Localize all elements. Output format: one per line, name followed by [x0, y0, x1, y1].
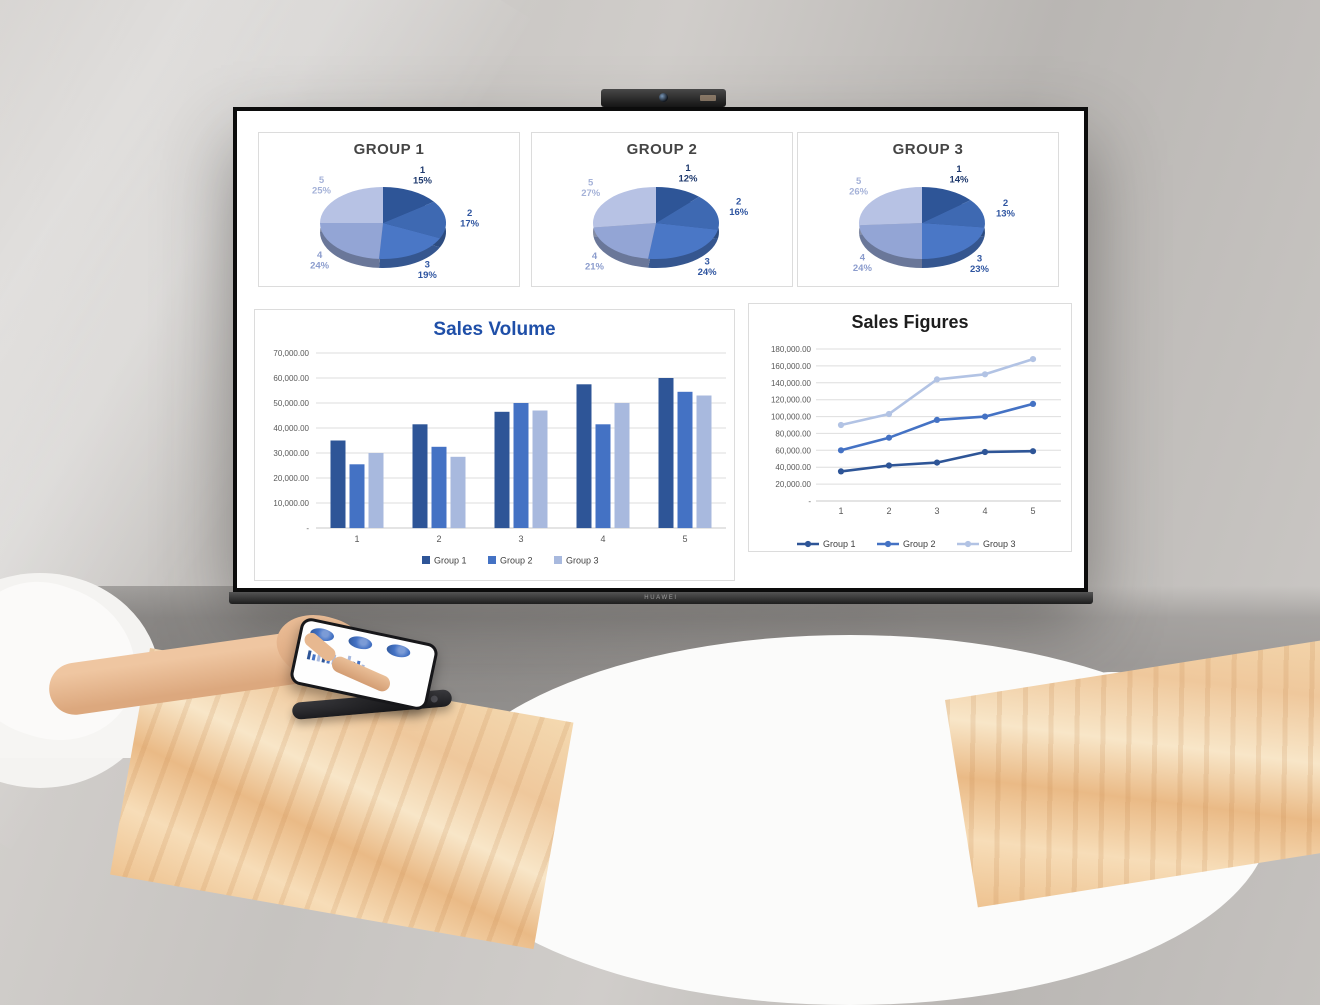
svg-text:527%: 5 27%: [581, 177, 601, 199]
svg-text:324%: 3 24%: [698, 257, 718, 279]
svg-text:2: 2: [436, 534, 441, 544]
svg-text:4: 4: [600, 534, 605, 544]
remote-button: [430, 695, 439, 703]
line-chart-panel-sales-figures: Sales Figures 180,000.00 160,000.00 140,00…: [748, 303, 1072, 552]
svg-text:5: 5: [682, 534, 687, 544]
pie-chart-title-group1: GROUP 1: [353, 141, 425, 158]
svg-text:Group 3: Group 3: [983, 539, 1016, 549]
svg-text:140,000.00: 140,000.00: [771, 379, 812, 388]
svg-text:217%: 2 17%: [460, 208, 480, 230]
pie-chart-panel-group2: GROUP 2 1 12% 2 16% 3 24% 4 21% 5 27%: [531, 132, 793, 287]
pie-chart-group1: 1 15% 2 17% 3 19% 4 24% 5 25%: [310, 165, 480, 282]
camera-lens-icon: [659, 93, 668, 102]
svg-text:3: 3: [518, 534, 523, 544]
svg-text:30,000.00: 30,000.00: [273, 449, 309, 458]
svg-text:213%: 2 13%: [996, 198, 1016, 220]
svg-text:120,000.00: 120,000.00: [771, 396, 812, 405]
svg-text:4: 4: [982, 506, 987, 516]
pie-chart-group3: 1 14% 2 13% 3 23% 4 24% 5 26%: [849, 164, 1016, 276]
svg-text:525%: 5 25%: [312, 175, 332, 197]
svg-text:70,000.00: 70,000.00: [273, 349, 309, 358]
svg-text:20,000.00: 20,000.00: [775, 480, 811, 489]
svg-text:2: 2: [886, 506, 891, 516]
svg-text:114%: 1 14%: [949, 164, 969, 186]
svg-text:20,000.00: 20,000.00: [273, 474, 309, 483]
line-chart-sales-figures: 180,000.00160,000.00140,000.00120,000.00…: [771, 345, 1061, 549]
tv-frame: GROUP 1 1 15% 2 17% 3 19% 4 24% 5 25% GROUP 2 1 12…: [233, 107, 1088, 592]
bar-chart-title: Sales Volume: [433, 319, 556, 340]
pie-chart-title-group2: GROUP 2: [626, 141, 698, 158]
svg-text:100,000.00: 100,000.00: [771, 413, 812, 422]
tv-screen-dashboard: GROUP 1 1 15% 2 17% 3 19% 4 24% 5 25% GROUP 2 1 12…: [237, 111, 1084, 588]
svg-text:323%: 3 23%: [970, 254, 990, 276]
svg-text:1: 1: [838, 506, 843, 516]
svg-text:60,000.00: 60,000.00: [775, 446, 811, 455]
bar-chart-sales-volume: 70,000.00 60,000.00 50,000.00 40,000.00 30,0…: [273, 349, 726, 566]
svg-text:216%: 2 16%: [729, 196, 749, 218]
bar-chart-panel-sales-volume: Sales Volume 70,000.00 60,000.00 50,000.00…: [254, 309, 735, 581]
tv-camera-bar: [601, 89, 726, 107]
phone-mini-bar: [311, 654, 316, 661]
svg-text:80,000.00: 80,000.00: [775, 429, 811, 438]
svg-text:180,000.00: 180,000.00: [771, 345, 812, 354]
pie-chart-group2: 1 12% 2 16% 3 24% 4 21% 5 27%: [581, 163, 749, 279]
svg-text:10,000.00: 10,000.00: [273, 499, 309, 508]
svg-text:40,000.00: 40,000.00: [273, 424, 309, 433]
camera-logo: [700, 95, 716, 101]
phone-mini-pie: [385, 642, 412, 660]
svg-text:424%: 4 24%: [853, 252, 873, 274]
tv-brand-logo: HUAWEI: [644, 595, 678, 601]
svg-text:115%: 1 15%: [413, 165, 433, 187]
svg-text:1: 1: [354, 534, 359, 544]
svg-text:Group 1: Group 1: [823, 539, 856, 549]
svg-text:-: -: [306, 524, 309, 533]
svg-text:160,000.00: 160,000.00: [771, 362, 812, 371]
svg-text:421%: 4 21%: [585, 251, 605, 273]
svg-text:424%: 4 24%: [310, 250, 330, 272]
svg-text:60,000.00: 60,000.00: [273, 374, 309, 383]
pie-chart-title-group3: GROUP 3: [892, 141, 964, 158]
svg-text:112%: 1 12%: [678, 163, 698, 185]
svg-text:Group 3: Group 3: [566, 556, 599, 566]
svg-text:3: 3: [934, 506, 939, 516]
tv-speaker-bar: HUAWEI: [229, 592, 1093, 604]
line-chart-title: Sales Figures: [851, 312, 969, 332]
svg-text:40,000.00: 40,000.00: [775, 463, 811, 472]
svg-text:526%: 5 26%: [849, 176, 869, 198]
svg-text:Group 2: Group 2: [903, 539, 936, 549]
pie-chart-panel-group3: GROUP 3 1 14% 2 13% 3 23% 4 24% 5 26%: [797, 132, 1059, 287]
room-scene: { "scene": { "tv": { "brand": "HUAWEI" }…: [0, 0, 1320, 950]
svg-text:Group 2: Group 2: [500, 556, 533, 566]
phone-mini-pie: [347, 634, 374, 652]
svg-text:319%: 3 19%: [418, 260, 438, 282]
pie-chart-panel-group1: GROUP 1 1 15% 2 17% 3 19% 4 24% 5 25%: [258, 132, 520, 287]
svg-text:50,000.00: 50,000.00: [273, 399, 309, 408]
svg-text:Group 1: Group 1: [434, 556, 467, 566]
svg-text:5: 5: [1030, 506, 1035, 516]
svg-text:-: -: [808, 497, 811, 506]
